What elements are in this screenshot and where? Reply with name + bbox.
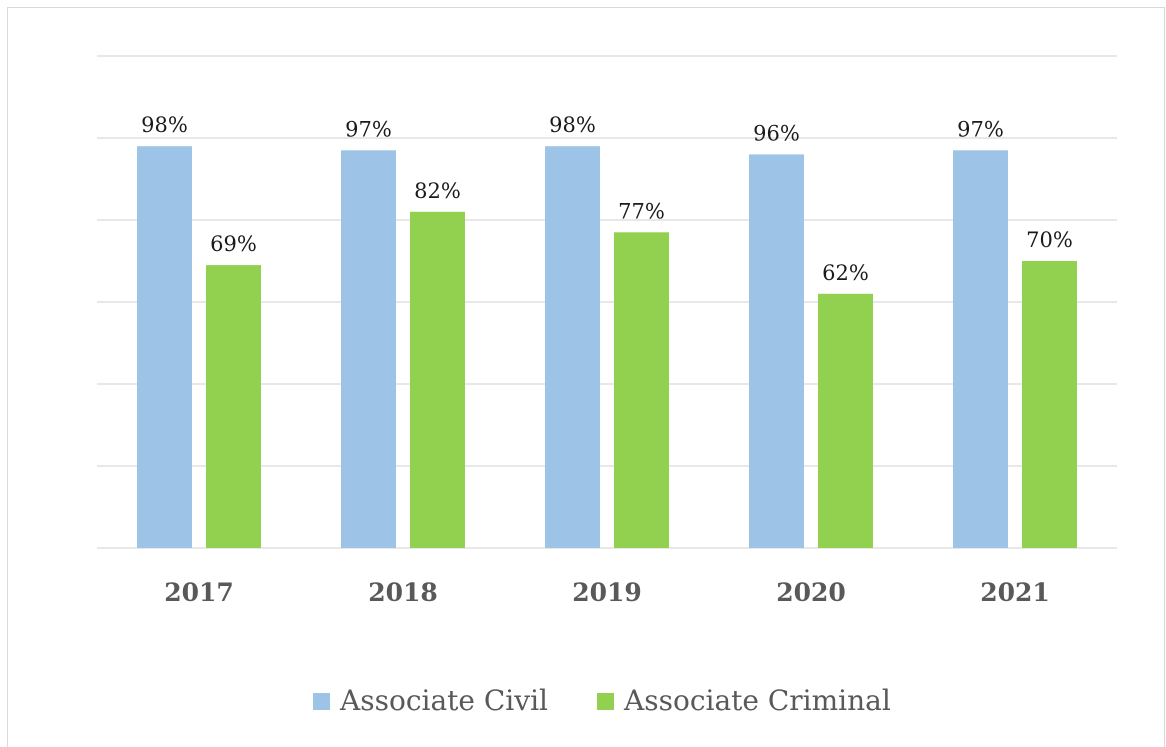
- data-label-associate-criminal-2017: 69%: [210, 232, 257, 256]
- legend-swatch-associate-criminal: [597, 693, 614, 710]
- category-label-2020: 2020: [776, 578, 846, 607]
- bar-associate-civil-2017: [137, 146, 192, 548]
- data-label-associate-civil-2019: 98%: [549, 113, 596, 137]
- bar-associate-criminal-2018: [410, 211, 465, 549]
- category-label-2018: 2018: [368, 578, 438, 607]
- category-label-2021: 2021: [980, 578, 1050, 607]
- data-labels: 98% 69% 97% 82% 98% 77% 96% 62% 97% 70%: [141, 113, 1073, 285]
- legend-label-associate-civil: Associate Civil: [339, 684, 548, 717]
- data-label-associate-civil-2020: 96%: [753, 121, 800, 145]
- data-label-associate-civil-2017: 98%: [141, 113, 188, 137]
- data-label-associate-civil-2018: 97%: [345, 117, 392, 141]
- legend-swatch-associate-civil: [313, 693, 330, 710]
- data-label-associate-criminal-2020: 62%: [822, 261, 869, 285]
- chart-frame: [7, 7, 1165, 747]
- gridlines: [97, 55, 1117, 549]
- bars: [137, 146, 1077, 549]
- legend-label-associate-criminal: Associate Criminal: [623, 684, 891, 717]
- legend: Associate Civil Associate Criminal: [313, 684, 891, 717]
- data-label-associate-criminal-2019: 77%: [618, 199, 665, 223]
- bar-associate-criminal-2019: [614, 232, 669, 549]
- category-label-2017: 2017: [164, 578, 234, 607]
- bar-associate-criminal-2020: [818, 293, 873, 548]
- bar-associate-criminal-2017: [206, 265, 261, 548]
- category-labels: 2017 2018 2019 2020 2021: [164, 578, 1050, 607]
- data-label-associate-civil-2021: 97%: [957, 117, 1004, 141]
- bar-associate-civil-2021: [953, 150, 1008, 549]
- data-label-associate-criminal-2021: 70%: [1026, 228, 1073, 252]
- bar-associate-civil-2019: [545, 146, 600, 548]
- bar-associate-civil-2018: [341, 150, 396, 549]
- category-label-2019: 2019: [572, 578, 642, 607]
- bar-associate-criminal-2021: [1022, 261, 1077, 548]
- data-label-associate-criminal-2018: 82%: [414, 179, 461, 203]
- bar-associate-civil-2020: [749, 154, 804, 548]
